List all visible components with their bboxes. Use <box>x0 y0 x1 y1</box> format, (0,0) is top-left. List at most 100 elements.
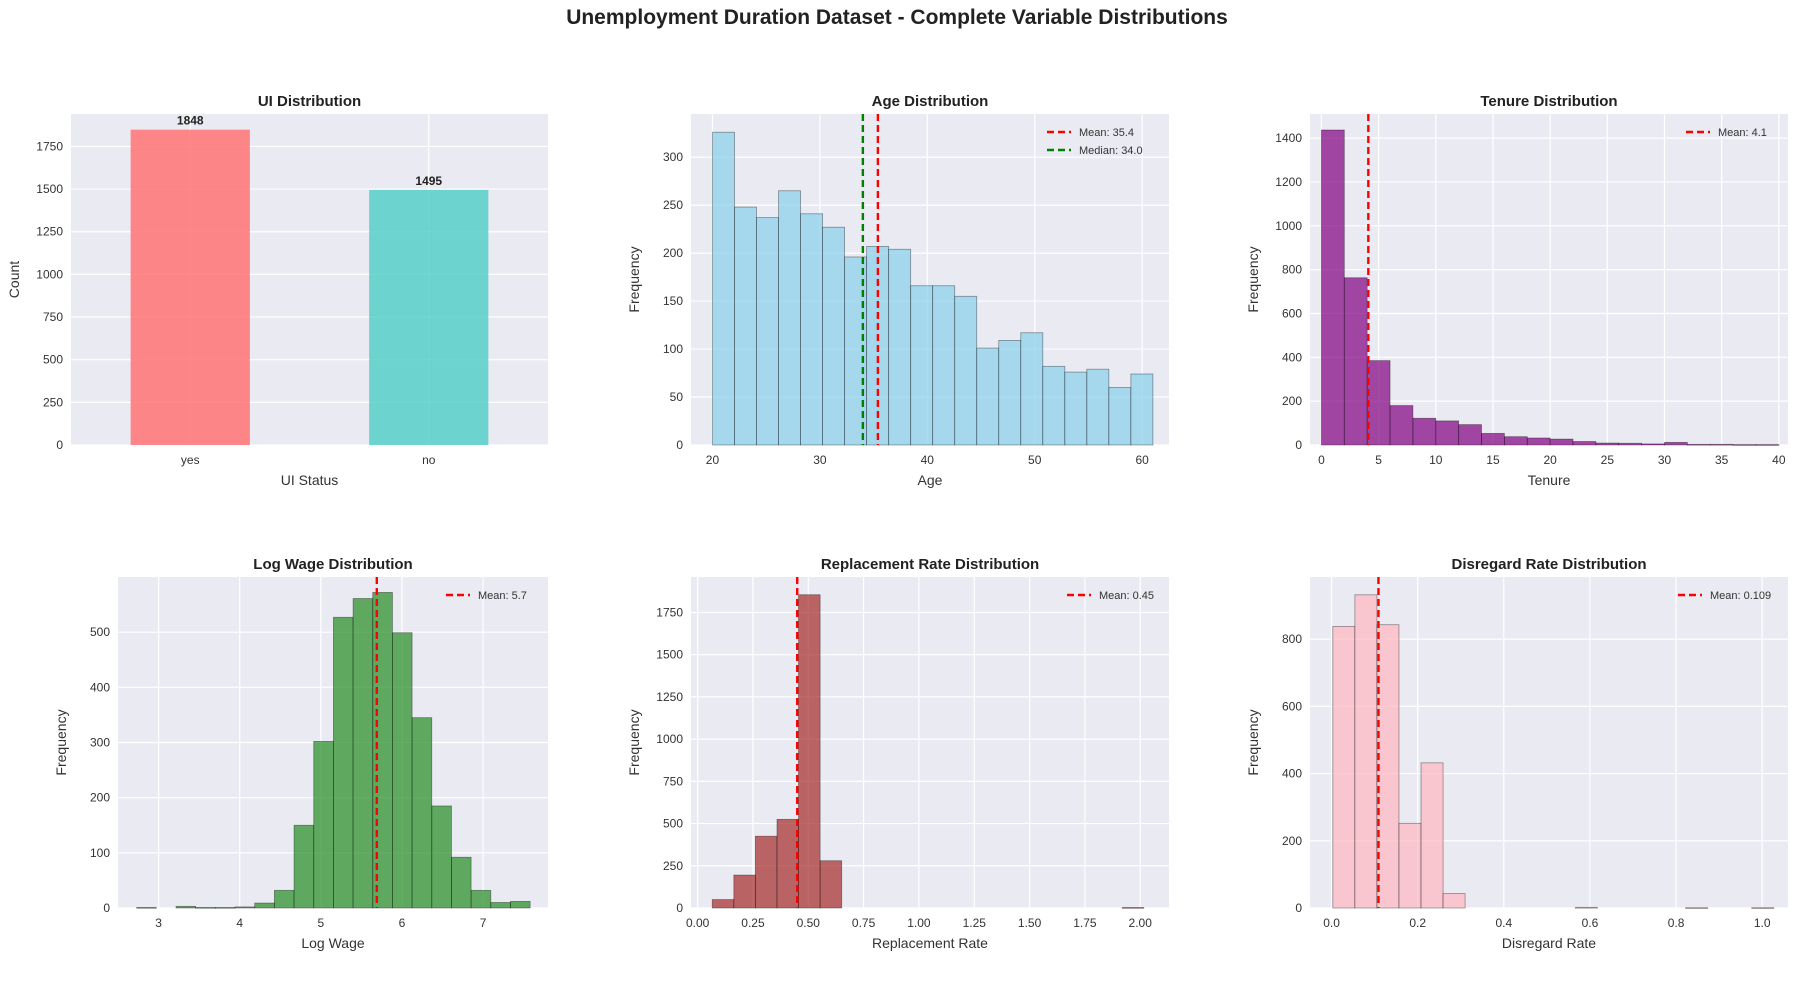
y-tick-label: 750 <box>663 774 683 788</box>
y-tick-label: 1000 <box>1275 219 1302 233</box>
histogram-bar <box>352 598 374 909</box>
histogram-bar <box>1442 893 1466 909</box>
chart-title: UI Distribution <box>258 93 361 110</box>
x-tick-label: 0.50 <box>797 916 821 930</box>
histogram-bar <box>431 805 452 909</box>
histogram-bar <box>1574 906 1598 909</box>
legend-label: Mean: 35.4 <box>1079 127 1134 139</box>
x-tick-label: 20 <box>706 453 720 467</box>
histogram-bar <box>490 902 511 909</box>
chart-panel-4: 0 100 200 300 400 500 3 4 5 6 7 Mean: 5.7 Log Wage D… <box>53 556 548 951</box>
histogram-bar <box>1664 441 1688 446</box>
y-tick-label: 1400 <box>1275 131 1302 145</box>
y-axis-label: Frequency <box>626 246 642 312</box>
histogram-bar <box>293 824 315 909</box>
y-axis-label: Frequency <box>1245 246 1261 312</box>
x-tick-label: 1.00 <box>907 916 931 930</box>
histogram-bar <box>800 213 823 446</box>
histogram-bar <box>1343 277 1368 446</box>
x-tick-label: 35 <box>1715 453 1729 467</box>
histogram-bar <box>1332 625 1356 909</box>
chart-title: Log Wage Distribution <box>253 556 412 573</box>
y-tick-label: 200 <box>1282 394 1302 408</box>
legend-label: Mean: 4.1 <box>1718 127 1767 139</box>
histogram-bar <box>998 340 1022 446</box>
x-tick-label: 25 <box>1601 453 1615 467</box>
histogram-bar <box>756 217 779 446</box>
y-tick-label: 0 <box>56 438 63 452</box>
y-tick-label: 400 <box>1282 350 1302 364</box>
y-tick-label: 250 <box>663 859 683 873</box>
y-tick-label: 0 <box>1295 438 1302 452</box>
legend-label: Mean: 0.109 <box>1710 590 1771 602</box>
x-tick-label: 0.4 <box>1495 916 1512 930</box>
histogram-bar <box>711 899 735 909</box>
legend-label: Median: 34.0 <box>1079 145 1143 157</box>
chart-title: Age Distribution <box>872 93 989 110</box>
histogram-bar <box>932 285 956 446</box>
histogram-bar <box>1751 907 1775 909</box>
histogram-bar <box>1685 907 1709 909</box>
bar-value-label: 1495 <box>415 174 442 188</box>
chart-panel-2: 0 50 100 150 200 250 300 20 30 40 50 60 Mean: 35.4 Me… <box>626 93 1169 488</box>
histogram-bar <box>1086 368 1110 446</box>
histogram-bar <box>1435 420 1460 446</box>
histogram-bar <box>313 740 334 909</box>
histogram-bar <box>1121 907 1145 909</box>
x-tick-label: 4 <box>236 916 243 930</box>
x-axis-label: Tenure <box>1528 472 1571 488</box>
y-tick-label: 0 <box>676 438 683 452</box>
chart-panel-1: 0 250 500 750 1000 1250 1500 1750 yes no 1848 1495 U… <box>6 93 548 488</box>
y-axis-label: Frequency <box>626 709 642 775</box>
x-axis-label: Disregard Rate <box>1502 935 1596 951</box>
x-tick-label: 2.00 <box>1129 916 1153 930</box>
x-tick-label: 1.0 <box>1754 916 1771 930</box>
histogram-bar <box>1042 365 1066 446</box>
histogram-bar <box>254 902 275 909</box>
histogram-bar <box>1709 443 1734 446</box>
histogram-bar <box>1504 436 1528 446</box>
histogram-bar <box>976 347 1000 446</box>
histogram-bar <box>1108 387 1132 446</box>
bar-value-label: 1848 <box>177 114 204 128</box>
y-tick-label: 200 <box>1282 834 1302 848</box>
y-tick-label: 1500 <box>656 648 683 662</box>
x-tick-label: 10 <box>1429 453 1443 467</box>
histogram-bar <box>333 616 354 909</box>
x-tick-label: 1.75 <box>1073 916 1097 930</box>
legend-label: Mean: 0.45 <box>1099 590 1154 602</box>
histogram-bar <box>411 717 433 909</box>
histogram-bar <box>734 206 757 446</box>
y-tick-label: 1250 <box>656 690 683 704</box>
y-tick-label: 800 <box>1282 632 1302 646</box>
histogram-bar <box>1412 417 1437 446</box>
histogram-bar <box>798 594 821 909</box>
histogram-bar <box>1376 624 1400 909</box>
histogram-bar <box>1064 371 1088 446</box>
x-tick-label: 0.00 <box>686 916 710 930</box>
histogram-bar <box>712 131 735 446</box>
chart-title: Tenure Distribution <box>1480 93 1617 110</box>
y-tick-label: 750 <box>43 310 63 324</box>
x-axis-label: Age <box>918 472 943 488</box>
x-tick-label: 0 <box>1318 453 1325 467</box>
x-tick-label: 0.75 <box>852 916 876 930</box>
chart-title: Replacement Rate Distribution <box>821 556 1039 573</box>
histogram-bar <box>451 856 472 909</box>
y-tick-label: 500 <box>43 353 63 367</box>
y-tick-label: 0 <box>676 901 683 915</box>
y-tick-label: 100 <box>90 846 110 860</box>
y-tick-label: 1200 <box>1275 175 1302 189</box>
histogram-bar <box>954 295 978 446</box>
histogram-bar <box>273 889 295 909</box>
y-tick-label: 1250 <box>36 225 63 239</box>
histogram-bar <box>754 835 778 909</box>
x-tick-label: 30 <box>1658 453 1672 467</box>
y-tick-label: 600 <box>1282 699 1302 713</box>
y-tick-label: 1750 <box>36 139 63 153</box>
histogram-bar <box>175 905 197 909</box>
x-tick-label: 0.0 <box>1323 916 1340 930</box>
y-tick-label: 1500 <box>36 182 63 196</box>
x-axis-label: Log Wage <box>301 935 365 951</box>
y-tick-label: 800 <box>1282 263 1302 277</box>
